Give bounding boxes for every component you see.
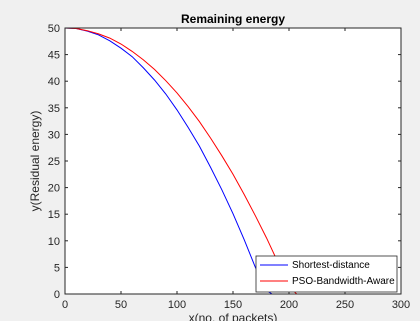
plot-area bbox=[65, 28, 401, 294]
y-tick-label: 0 bbox=[54, 289, 60, 301]
y-tick-label: 45 bbox=[48, 50, 60, 62]
y-tick-label: 10 bbox=[48, 236, 60, 248]
y-tick-label: 25 bbox=[48, 156, 60, 168]
series-layer bbox=[64, 27, 298, 295]
y-tick-label: 35 bbox=[48, 103, 60, 115]
y-tick-label: 50 bbox=[48, 23, 60, 35]
legend-box bbox=[255, 255, 398, 293]
axis-ticks: 0 50 100 150 200 250 300 0 5 10 15 20 25 30 35 40 45 50 bbox=[48, 23, 410, 311]
y-axis-title: y(Residual energy) bbox=[28, 111, 42, 212]
x-tick-label: 0 bbox=[62, 299, 68, 311]
x-tick-label: 300 bbox=[392, 299, 410, 311]
series-line-pso-bandwidth-aware bbox=[64, 27, 298, 295]
y-tick-label: 30 bbox=[48, 129, 60, 141]
y-tick-label: 40 bbox=[48, 76, 60, 88]
chart-title: Remaining energy bbox=[181, 12, 285, 26]
x-tick-label: 50 bbox=[115, 299, 127, 311]
y-tick-label: 15 bbox=[48, 209, 60, 221]
legend: Shortest-distance PSO-Bandwidth-Aware bbox=[255, 255, 398, 293]
y-tick-label: 20 bbox=[48, 183, 60, 195]
x-axis-title: x(no. of packets) bbox=[189, 311, 278, 321]
x-tick-label: 150 bbox=[224, 299, 242, 311]
legend-label-shortest-distance: Shortest-distance bbox=[292, 260, 370, 271]
legend-label-pso-bandwidth-aware: PSO-Bandwidth-Aware bbox=[292, 276, 395, 287]
y-tick-label: 5 bbox=[54, 262, 60, 274]
x-tick-label: 100 bbox=[168, 299, 186, 311]
x-tick-label: 250 bbox=[336, 299, 354, 311]
x-tick-label: 200 bbox=[280, 299, 298, 311]
plot-frame bbox=[64, 27, 402, 295]
series-line-shortest-distance bbox=[64, 27, 273, 295]
